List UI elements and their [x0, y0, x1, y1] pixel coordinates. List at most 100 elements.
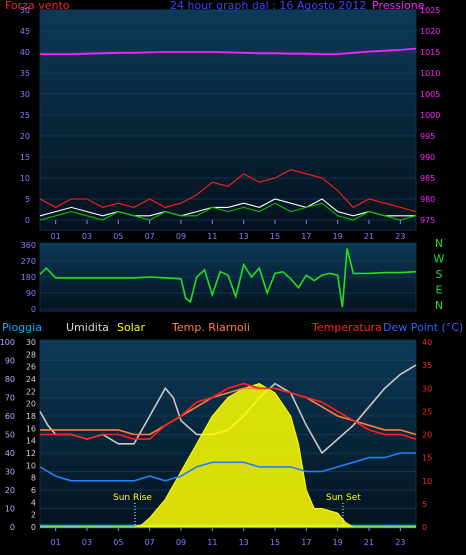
rain-tick-label: 60	[5, 412, 15, 421]
left-tick-label: 360	[21, 241, 36, 250]
right-tick-label: 1005	[420, 90, 440, 99]
rain-tick-label: 30	[5, 468, 15, 477]
temp-riarnoli-legend: Temp. Riarnoli	[171, 321, 250, 334]
x-tick-label: 21	[364, 538, 374, 547]
series-line	[39, 169, 417, 213]
left-tick-label: 20	[20, 132, 30, 141]
x-tick-label: 01	[51, 538, 61, 547]
direction-letter: N	[435, 237, 443, 250]
x-tick-label: 15	[270, 538, 280, 547]
x-tick-label: 13	[239, 232, 249, 241]
right-tick-label: 1000	[420, 111, 440, 120]
humidity-tick-label: 6	[31, 486, 36, 495]
left-tick-label: 90	[26, 289, 36, 298]
left-tick-label: 40	[20, 48, 30, 57]
temp-tick-label: 40	[422, 338, 432, 347]
series-line	[39, 198, 416, 217]
temp-tick-label: 5	[422, 500, 427, 509]
wind-axis-title: Forza vento	[5, 0, 70, 12]
x-tick-label: 03	[82, 232, 92, 241]
temp-tick-label: 20	[422, 431, 432, 440]
x-tick-label: 07	[145, 232, 155, 241]
left-tick-label: 5	[25, 195, 30, 204]
right-tick-label: 1015	[420, 48, 440, 57]
sunrise-annotation: Sun Rise	[113, 493, 152, 503]
direction-letter: E	[436, 284, 443, 297]
x-tick-label: 15	[270, 232, 280, 241]
left-tick-label: 270	[21, 257, 36, 266]
humidity-tick-label: 4	[31, 498, 36, 507]
x-tick-label: 17	[301, 232, 311, 241]
right-tick-label: 985	[420, 174, 435, 183]
temp-tick-label: 0	[422, 523, 427, 532]
humidity-tick-label: 28	[26, 350, 36, 359]
humidity-tick-label: 26	[26, 363, 36, 372]
left-tick-label: 15	[20, 153, 30, 162]
temp-tick-label: 25	[422, 407, 432, 416]
right-tick-label: 980	[420, 195, 435, 204]
rain-tick-label: 80	[5, 375, 15, 384]
rain-tick-label: 0	[10, 523, 15, 532]
chart-title: 24 hour graph dal : 16 Agosto 2012	[170, 0, 366, 12]
direction-letter: N	[435, 299, 443, 312]
right-tick-label: 1010	[420, 69, 440, 78]
x-tick-label: 07	[145, 538, 155, 547]
series-line	[39, 452, 416, 482]
left-tick-label: 180	[21, 273, 36, 282]
humidity-tick-label: 24	[26, 375, 36, 384]
x-tick-label: 11	[207, 232, 217, 241]
rain-tick-label: 10	[5, 505, 15, 514]
dewpoint-axis-title: Dew Point (°C)	[383, 321, 463, 334]
right-tick-label: 1025	[420, 6, 440, 15]
humidity-tick-label: 12	[26, 449, 36, 458]
solar-legend: Solar	[117, 321, 146, 334]
x-tick-label: 09	[176, 538, 186, 547]
humidity-tick-label: 8	[31, 474, 36, 483]
rain-tick-label: 70	[5, 394, 15, 403]
pressure-axis-title: Pressione	[372, 0, 425, 12]
direction-letter: S	[436, 268, 443, 281]
humidity-tick-label: 0	[31, 523, 36, 532]
series-line	[40, 47, 417, 55]
sunset-annotation: Sun Set	[326, 493, 361, 503]
x-tick-label: 23	[395, 538, 405, 547]
x-tick-label: 05	[113, 538, 123, 547]
humidity-tick-label: 30	[26, 338, 36, 347]
humidity-tick-label: 16	[26, 424, 36, 433]
right-tick-label: 975	[420, 216, 435, 225]
x-tick-label: 11	[207, 538, 217, 547]
series-line	[39, 202, 417, 221]
x-tick-label: 17	[301, 538, 311, 547]
left-tick-label: 50	[20, 6, 30, 15]
humidity-tick-label: 14	[26, 437, 36, 446]
temp-tick-label: 10	[422, 477, 432, 486]
right-tick-label: 995	[420, 132, 435, 141]
temp-tick-label: 35	[422, 361, 432, 370]
x-tick-label: 19	[333, 232, 343, 241]
temperature-legend: Temperatura	[311, 321, 382, 334]
wind-pressure-panel	[39, 9, 417, 231]
humidity-tick-label: 18	[26, 412, 36, 421]
series-line	[40, 382, 417, 440]
left-tick-label: 30	[20, 90, 30, 99]
left-tick-label: 35	[20, 69, 30, 78]
x-tick-label: 05	[113, 232, 123, 241]
x-tick-label: 23	[395, 232, 405, 241]
humidity-tick-label: 2	[31, 511, 36, 520]
rain-tick-label: 100	[0, 338, 15, 347]
humidity-axis-title: Umidita	[66, 321, 109, 334]
rain-axis-title: Pioggia	[2, 321, 42, 334]
x-tick-label: 21	[364, 232, 374, 241]
x-tick-label: 01	[51, 232, 61, 241]
rain-tick-label: 50	[5, 431, 15, 440]
humidity-tick-label: 20	[26, 400, 36, 409]
humidity-tick-label: 10	[26, 461, 36, 470]
right-tick-label: 990	[420, 153, 435, 162]
x-tick-label: 09	[176, 232, 186, 241]
left-tick-label: 25	[20, 111, 30, 120]
left-tick-label: 0	[31, 305, 36, 314]
rain-tick-label: 20	[5, 486, 15, 495]
series-line	[39, 248, 417, 308]
